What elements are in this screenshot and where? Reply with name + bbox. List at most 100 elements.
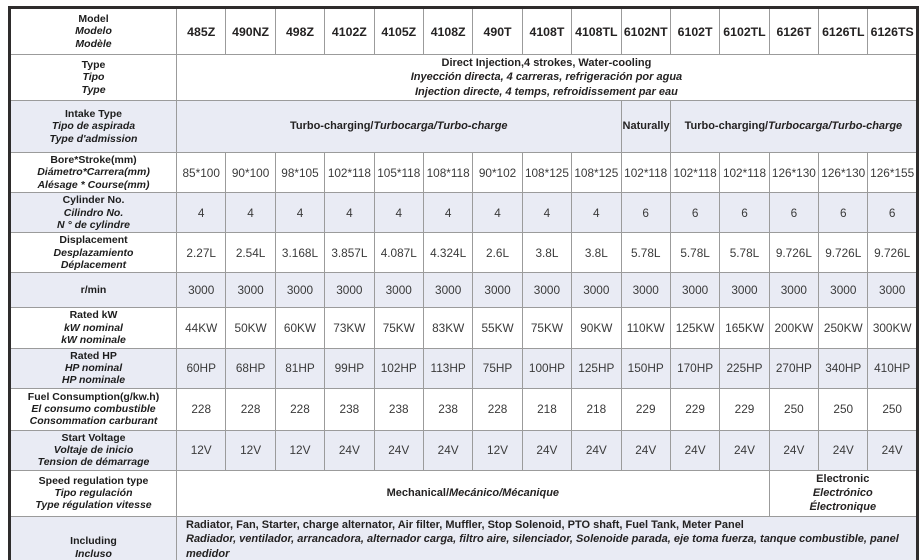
fuel-6126TL: 250 [818,387,869,431]
intake-span-1: Naturally [620,100,671,153]
row-intake: Intake Type Tipo de aspirada Type d'admiss… [9,100,918,153]
voltage-6126TL: 24V [818,429,869,471]
cylinder-498Z: 4 [274,192,326,234]
row-label-including: IncludingInclusoComprenant [9,515,177,560]
row-label-including-line-0: Including [70,535,117,548]
bore-4102Z: 102*118 [324,151,375,194]
cylinder-490NZ: 4 [225,192,276,234]
row-fuel: Fuel Consumption(g/kw.h) El consumo combu… [9,387,918,431]
bore-6126TS: 126*155 [867,151,918,194]
displacement-6102NT: 5.78L [620,232,671,274]
voltage-4102Z: 24V [324,429,375,471]
displacement-4108T: 3.8L [521,232,573,274]
type-span-0-line: Injection directe, 4 temps, refroidissem… [414,85,678,98]
including-span-0-line: Radiador, ventilador, arrancadora, alter… [186,533,899,560]
bore-498Z: 98*105 [274,151,326,194]
row-kw: Rated kW kW nominal kW nominale 44KW 50KW 60K… [9,307,918,349]
cylinder-4108Z: 4 [422,192,474,234]
bore-490NZ: 90*100 [225,151,276,194]
cylinder-6126TL: 6 [818,192,869,234]
bore-6102NT: 102*118 [620,151,671,194]
displacement-485Z: 2.27L [175,232,227,274]
row-label-speed-line-2: Type régulation vitesse [35,499,152,512]
row-label-displacement: Displacement Desplazamiento Déplacement [9,232,177,274]
fuel-6102NT: 229 [620,387,671,431]
kw-490T: 55KW [472,307,523,349]
fuel-485Z: 228 [175,387,227,431]
row-label-kw-line-0: Rated kW [69,309,118,322]
model-4105Z: 4105Z [373,7,424,55]
row-label-fuel-line-1: El consumo combustible [31,402,156,415]
displacement-6102T: 5.78L [669,232,721,274]
fuel-490NZ: 228 [225,387,276,431]
including-span-0: Radiator, Fan, Starter, charge alternato… [176,515,918,560]
bore-4108T: 108*125 [521,151,573,194]
rpm-485Z: 3000 [175,272,227,309]
hp-6102T: 170HP [669,347,721,389]
displacement-490NZ: 2.54L [225,232,276,274]
row-label-voltage: Start Voltage Voltaje de inicio Tension de… [9,429,177,471]
row-label-speed: Speed regulation type Tipo regulación Type… [9,469,177,517]
hp-6102TL: 225HP [719,347,770,389]
model-6126TS: 6126TS [867,7,918,55]
fuel-4105Z: 238 [373,387,424,431]
row-label-rpm-line-0: r/min [80,284,107,297]
row-label-displacement-line-0: Displacement [59,234,128,247]
row-hp: Rated HP HP nominal HP nominale 60HP 68HP 81H… [9,347,918,389]
type-span-0-line: Direct Injection,4 strokes, Water-coolin… [441,57,652,70]
bore-4105Z: 105*118 [373,151,424,194]
displacement-498Z: 3.168L [274,232,326,274]
kw-6102NT: 110KW [620,307,671,349]
fuel-6126TS: 250 [867,387,918,431]
fuel-4102Z: 238 [324,387,375,431]
engine-spec-table: Model Modelo Modèle 485Z 490NZ 498Z 4102Z 4105Z… [8,6,919,560]
row-voltage: Start Voltage Voltaje de inicio Tension de… [9,429,918,471]
bore-4108Z: 108*118 [422,151,474,194]
cylinder-4108TL: 4 [571,192,622,234]
row-label-intake-line-1: Tipo de aspirada [51,120,136,133]
voltage-4105Z: 24V [373,429,424,471]
row-label-hp: Rated HP HP nominal HP nominale [9,347,177,389]
row-label-type: Type Tipo Type [9,54,177,101]
row-label-kw-line-1: kW nominal [64,321,123,334]
voltage-4108Z: 24V [422,429,474,471]
row-cylinder: Cylinder No. Cilindro No. N ° de cylindre 4… [9,192,918,234]
rpm-4105Z: 3000 [373,272,424,309]
row-including: IncludingInclusoComprenant Radiator, Fan,… [9,515,918,560]
spec-table-body: Model Modelo Modèle 485Z 490NZ 498Z 4102Z 4105Z… [9,7,918,560]
voltage-6102NT: 24V [620,429,671,471]
row-label-model-line-2: Modèle [75,37,112,50]
row-label-type-line-0: Type [81,58,106,71]
hp-4105Z: 102HP [373,347,424,389]
kw-6126TS: 300KW [867,307,918,349]
row-label-speed-line-1: Tipo regulación [54,487,133,499]
cylinder-4102Z: 4 [324,192,375,234]
model-6126T: 6126T [768,7,820,55]
model-4102Z: 4102Z [324,7,375,55]
voltage-6126TS: 24V [867,429,918,471]
kw-485Z: 44KW [175,307,227,349]
voltage-490NZ: 12V [225,429,276,471]
bore-6102TL: 102*118 [719,151,770,194]
row-label-including-line-1: Incluso [75,547,112,560]
displacement-4108Z: 4.324L [422,232,474,274]
displacement-6126TS: 9.726L [867,232,918,274]
row-label-hp-line-2: HP nominale [61,374,126,387]
voltage-4108T: 24V [521,429,573,471]
displacement-6102TL: 5.78L [719,232,770,274]
row-label-intake-line-2: Type d'admission [49,132,138,145]
speed-span-0: Mechanical/Mecánico/Mécanique [176,469,770,517]
row-label-kw-line-2: kW nominale [61,334,126,347]
intake-span-0: Turbo-charging/Turbocarga/Turbo-charge [176,100,622,153]
model-4108Z: 4108Z [422,7,474,55]
bore-6126T: 126*130 [768,151,820,194]
model-6102T: 6102T [669,7,721,55]
cylinder-4105Z: 4 [373,192,424,234]
row-label-cylinder-line-2: N ° de cylindre [56,218,131,231]
kw-498Z: 60KW [274,307,326,349]
rpm-6102TL: 3000 [719,272,770,309]
fuel-4108Z: 238 [422,387,474,431]
cylinder-4108T: 4 [521,192,573,234]
hp-490T: 75HP [472,347,523,389]
fuel-498Z: 228 [274,387,326,431]
